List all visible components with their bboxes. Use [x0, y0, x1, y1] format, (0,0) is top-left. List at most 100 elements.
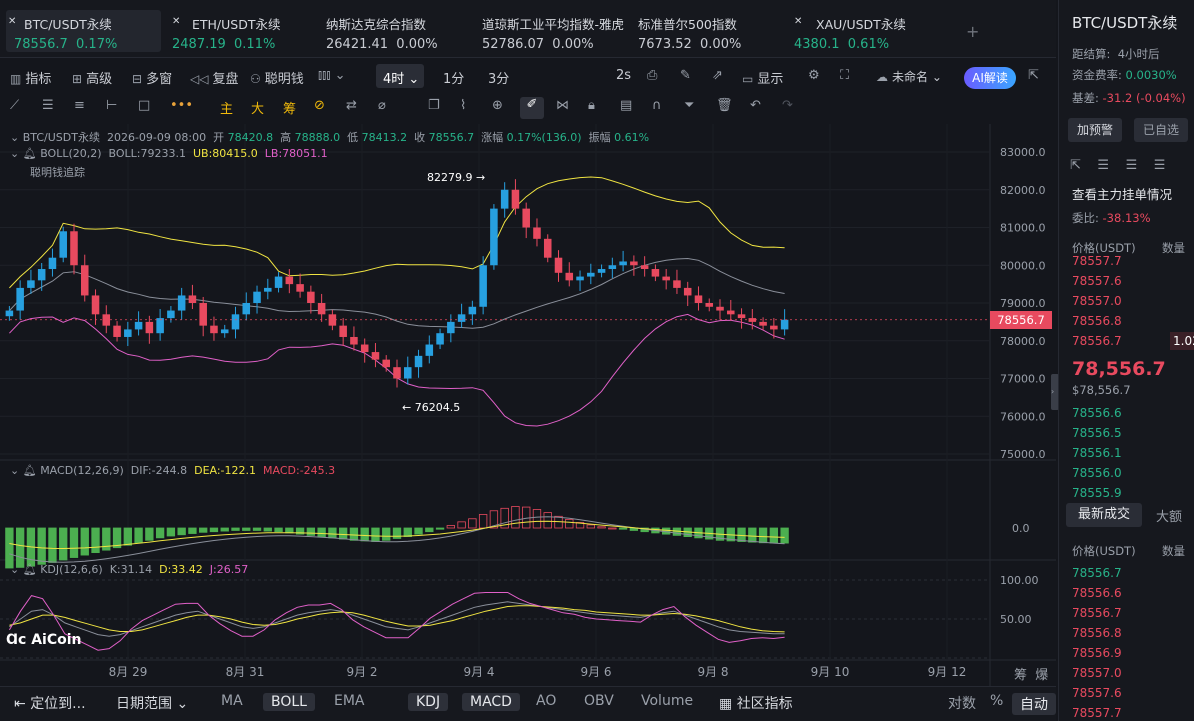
note-icon[interactable]: ▤: [620, 98, 633, 113]
pen-icon[interactable]: ✎: [680, 68, 691, 83]
big-tool[interactable]: 大: [251, 102, 265, 117]
bid-row[interactable]: 78555.9: [1072, 486, 1122, 500]
add-tab-icon[interactable]: +: [966, 22, 980, 41]
ao-toggle[interactable]: AO: [536, 693, 557, 709]
depth-title[interactable]: 查看主力挂单情况: [1072, 187, 1173, 202]
boll-legend[interactable]: ⌄ 🔔︎ BOLL(20,2) BOLL:79233.1 UB:80415.0 …: [10, 147, 328, 160]
dots-tool-icon[interactable]: •••: [170, 98, 194, 113]
swap-icon[interactable]: ⇄: [346, 98, 357, 113]
layout-select[interactable]: ☁ 未命名 ⌄: [876, 70, 942, 84]
tab-latest-trades[interactable]: 最新成交: [1066, 503, 1142, 527]
share-icon[interactable]: ⇗: [712, 68, 723, 83]
ask-row[interactable]: 78556.8: [1072, 314, 1122, 328]
chips-tool[interactable]: 筹: [283, 102, 297, 117]
signal-icon[interactable]: ⊘: [314, 98, 325, 113]
candle-body: [134, 321, 143, 330]
rect-tool-icon[interactable]: □: [138, 98, 151, 113]
redo-icon[interactable]: ↷: [782, 98, 793, 113]
trash-icon[interactable]: 🗑︎: [716, 98, 733, 113]
timeframe-3m[interactable]: 3分: [488, 72, 510, 87]
ask-row[interactable]: 78557.6: [1072, 274, 1122, 288]
smart-money-button[interactable]: ⚇ 聪明钱: [250, 72, 304, 87]
percent-toggle[interactable]: %: [990, 693, 1004, 709]
bid-row[interactable]: 78556.5: [1072, 426, 1122, 440]
close-icon[interactable]: ✕: [172, 16, 181, 27]
macd-tick-label: 0.0: [1012, 522, 1030, 535]
tab-xau[interactable]: ✕ XAU/USDT永续 4380.1 0.61%: [780, 10, 930, 52]
auto-toggle[interactable]: 自动: [1012, 693, 1056, 715]
settings-icon[interactable]: ⚙: [808, 68, 820, 83]
obv-toggle[interactable]: OBV: [584, 693, 614, 709]
add-alert-button[interactable]: 加预警: [1068, 118, 1122, 142]
ask-row[interactable]: 78557.7: [1072, 254, 1122, 268]
display-button[interactable]: ▭ 显示: [742, 72, 784, 87]
ema-toggle[interactable]: EMA: [334, 693, 365, 709]
boll-toggle[interactable]: BOLL: [263, 693, 315, 711]
camera-icon[interactable]: ⎙: [647, 68, 658, 83]
ai-analyze-button[interactable]: AI解读: [964, 67, 1016, 89]
ask-row[interactable]: 78556.7: [1072, 334, 1122, 348]
watchlist-button[interactable]: 已自选: [1134, 118, 1188, 142]
hline-tool-icon[interactable]: ☰: [42, 98, 54, 113]
main-tool[interactable]: 主: [220, 102, 234, 117]
tab-nasdaq[interactable]: 纳斯达克综合指数 26421.41 0.00%: [312, 10, 464, 52]
external-icon[interactable]: ⇱: [1028, 68, 1039, 83]
lock-icon[interactable]: 🔒︎: [588, 98, 595, 113]
panel-tab-icons[interactable]: ⇱ ☰ ☰ ☰: [1070, 158, 1166, 173]
brush-icon[interactable]: ✐: [520, 97, 544, 119]
line-tool-icon[interactable]: ⟋: [10, 98, 20, 113]
bid-row[interactable]: 78556.1: [1072, 446, 1122, 460]
log-toggle[interactable]: 对数: [948, 696, 976, 712]
indicators-button[interactable]: ▥ 指标: [10, 72, 52, 87]
smart-money-legend[interactable]: 聪明钱追踪: [30, 166, 85, 179]
ruler-icon[interactable]: ⌇: [460, 98, 467, 113]
multiwindow-button[interactable]: ⊟ 多窗: [132, 72, 173, 87]
replay-button[interactable]: ◁◁ 复盘: [190, 72, 239, 87]
ray-tool-icon[interactable]: ⊢: [106, 98, 118, 113]
candle-body: [48, 257, 57, 270]
tab-eth[interactable]: ✕ ETH/USDT永续 2487.19 0.11%: [162, 10, 312, 52]
macd-legend[interactable]: ⌄ 🔔︎ MACD(12,26,9) DIF:-244.8 DEA:-122.1…: [10, 464, 336, 477]
timeframe-4h[interactable]: 4时 ⌄: [383, 72, 420, 87]
fullscreen-icon[interactable]: ⛶: [840, 68, 850, 83]
axis-corner-icons[interactable]: 筹 爆: [1014, 668, 1049, 683]
volume-toggle[interactable]: Volume: [641, 693, 694, 709]
locate-button[interactable]: ⇤ 定位到...: [14, 696, 86, 712]
timeframe-select[interactable]: [376, 64, 424, 88]
close-icon[interactable]: ✕: [8, 16, 17, 27]
measure-icon[interactable]: ⌀: [378, 98, 386, 113]
refresh-interval[interactable]: 2s: [616, 68, 632, 83]
candle-type-icon[interactable]: ⫾⫾⫾ ⌄: [318, 68, 346, 83]
tab-btc[interactable]: ✕ BTC/USDT永续 78556.7 0.17%: [6, 10, 161, 52]
date-range-button[interactable]: 日期范围 ⌄: [116, 696, 189, 712]
tab-dow[interactable]: 道琼斯工业平均指数-雅虎 52786.07 0.00%: [468, 10, 624, 52]
undo-icon[interactable]: ↶: [750, 98, 761, 113]
candle-body: [759, 321, 767, 326]
tab-change: 0.00%: [396, 37, 438, 52]
ma-toggle[interactable]: MA: [221, 693, 243, 709]
close-icon[interactable]: ✕: [794, 16, 803, 27]
collapse-panel-handle[interactable]: ›: [1051, 374, 1059, 410]
link-icon[interactable]: ⋈: [556, 98, 569, 113]
tab-sp500[interactable]: 标准普尔500指数 7673.52 0.00%: [624, 10, 774, 52]
magnet-icon[interactable]: ∩: [652, 98, 662, 113]
bid-row[interactable]: 78556.0: [1072, 466, 1122, 480]
zoom-icon[interactable]: ⊕: [492, 98, 503, 113]
timeframe-1m[interactable]: 1分: [443, 72, 465, 87]
ask-row[interactable]: 78557.0: [1072, 294, 1122, 308]
macd-bar: [188, 527, 197, 534]
macd-bar: [769, 527, 779, 544]
settle-info: 距结算: 4小时后: [1072, 47, 1160, 61]
macd-bar: [371, 527, 380, 542]
advanced-button[interactable]: ⊞ 高级: [72, 72, 113, 87]
tab-large-trades[interactable]: 大额: [1156, 510, 1183, 525]
parallel-tool-icon[interactable]: ≡: [74, 98, 85, 113]
kdj-legend[interactable]: ⌄ 🔔︎ KDJ(12,6,6) K:31.14 D:33.42 J:26.57: [10, 563, 249, 576]
chart-area[interactable]: 83000.0 82000.0 81000.0 80000.0 79000.0 78000…: [0, 124, 1056, 686]
community-indicators[interactable]: ▦ 社区指标: [719, 696, 793, 712]
macd-toggle[interactable]: MACD: [462, 693, 520, 711]
filter-icon[interactable]: ⏷: [684, 98, 695, 113]
bid-row[interactable]: 78556.6: [1072, 406, 1122, 420]
copy-icon[interactable]: ❐: [428, 98, 440, 113]
kdj-toggle[interactable]: KDJ: [408, 693, 449, 711]
